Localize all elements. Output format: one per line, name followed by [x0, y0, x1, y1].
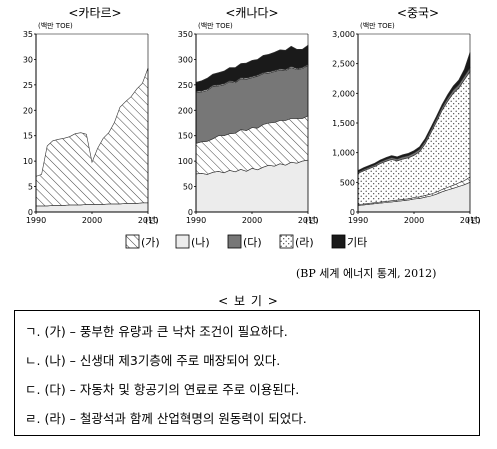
y-tick-label: 1,500	[332, 119, 355, 128]
legend-label: (다)	[243, 236, 262, 249]
chart-panel-3: <중국>(백만 TOE) 0 500 1,000 1,500 2,000 2,500 3,00…	[332, 6, 481, 225]
chart-panel-1: <카타르>(백만 TOE) 0 5 10 15 20 25 30 35 1990 2000 2010(…	[23, 6, 159, 225]
y-tick-label: 10	[23, 157, 33, 166]
y-tick-label: 100	[178, 157, 193, 166]
y-tick-label: 3,000	[332, 30, 355, 39]
y-tick-label: 300	[178, 55, 193, 64]
chart-title: <캐나다>	[225, 6, 278, 20]
unit-label: (백만 TOE)	[360, 21, 395, 30]
y-tick-label: 0	[350, 208, 355, 217]
y-tick-label: 15	[23, 132, 33, 141]
x-tick-label: 2010	[460, 216, 480, 225]
y-tick-label: 2,500	[332, 60, 355, 69]
y-tick-label: 20	[23, 106, 33, 115]
legend-swatch	[175, 234, 190, 249]
x-tick-label: 2000	[82, 216, 102, 225]
area-hatch	[35, 67, 149, 207]
legend: (가) (나) (다) (라) 기타	[125, 234, 367, 249]
x-unit-label: (년)	[305, 215, 319, 225]
y-tick-label: 0	[28, 208, 33, 217]
chart-panel-2: <캐나다>(백만 TOE) 0 50 100 150 200 250 300 350 1990 20…	[178, 6, 319, 225]
bogi-title: < 보 기 >	[218, 294, 279, 308]
x-tick-label: 1990	[26, 216, 46, 225]
y-tick-label: 2,000	[332, 89, 355, 98]
bogi-box: ㄱ. (가) – 풍부한 유량과 큰 낙차 조건이 필요하다. ㄴ. (나) –…	[14, 310, 480, 436]
x-tick-label: 1990	[186, 216, 206, 225]
x-tick-label: 1990	[348, 216, 368, 225]
legend-swatch	[125, 234, 140, 249]
x-tick-label: 2000	[404, 216, 424, 225]
unit-label: (백만 TOE)	[38, 21, 73, 30]
unit-label: (백만 TOE)	[198, 21, 233, 30]
y-tick-label: 5	[28, 183, 33, 192]
y-tick-label: 350	[178, 30, 193, 39]
bogi-item-1: ㄱ. (가) – 풍부한 유량과 큰 낙차 조건이 필요하다.	[25, 324, 288, 339]
legend-label: (가)	[141, 236, 160, 249]
y-tick-label: 500	[340, 178, 355, 187]
chart-title: <중국>	[397, 6, 439, 20]
x-tick-label: 2010	[138, 216, 158, 225]
y-tick-label: 0	[188, 208, 193, 217]
x-unit-label: (년)	[145, 215, 159, 225]
source-citation: (BP 세계 에너지 통계, 2012)	[296, 267, 437, 280]
legend-item: (다)	[227, 234, 262, 249]
y-tick-label: 250	[178, 81, 193, 90]
y-tick-label: 50	[183, 183, 193, 192]
legend-label: 기타	[347, 236, 367, 249]
bogi-item-3: ㄷ. (다) – 자동차 및 항공기의 연료로 주로 이용된다.	[25, 382, 300, 397]
y-tick-label: 25	[23, 81, 33, 90]
x-tick-label: 2010	[298, 216, 318, 225]
legend-label: (나)	[191, 236, 210, 249]
legend-swatch	[279, 234, 294, 249]
y-tick-label: 150	[178, 132, 193, 141]
legend-item: (나)	[175, 234, 210, 249]
legend-item: (가)	[125, 234, 160, 249]
bogi-item-2: ㄴ. (나) – 신생대 제3기층에 주로 매장되어 있다.	[25, 353, 281, 368]
legend-item: (라)	[279, 234, 314, 249]
legend-swatch	[331, 234, 346, 249]
x-unit-label: (년)	[467, 215, 481, 225]
legend-item: 기타	[331, 234, 367, 249]
y-tick-label: 200	[178, 106, 193, 115]
y-tick-label: 35	[23, 30, 33, 39]
chart-title: <카타르>	[68, 6, 121, 20]
legend-swatch	[227, 234, 242, 249]
legend-label: (라)	[295, 236, 314, 249]
y-tick-label: 30	[23, 55, 33, 64]
bogi-item-4: ㄹ. (라) – 철광석과 함께 산업혁명의 원동력이 되었다.	[25, 411, 307, 426]
y-tick-label: 1,000	[332, 149, 355, 158]
x-tick-label: 2000	[242, 216, 262, 225]
